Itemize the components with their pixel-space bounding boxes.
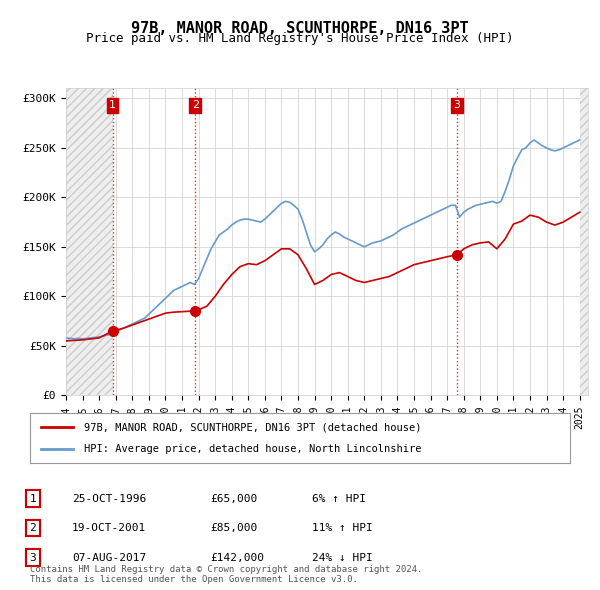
Text: £85,000: £85,000 [210, 523, 257, 533]
Text: 97B, MANOR ROAD, SCUNTHORPE, DN16 3PT (detached house): 97B, MANOR ROAD, SCUNTHORPE, DN16 3PT (d… [84, 422, 421, 432]
Text: 3: 3 [454, 100, 461, 110]
Text: HPI: Average price, detached house, North Lincolnshire: HPI: Average price, detached house, Nort… [84, 444, 421, 454]
Text: £142,000: £142,000 [210, 553, 264, 562]
Text: Price paid vs. HM Land Registry's House Price Index (HPI): Price paid vs. HM Land Registry's House … [86, 32, 514, 45]
Text: 2: 2 [29, 523, 37, 533]
Text: 2: 2 [29, 523, 37, 533]
Text: 2: 2 [191, 100, 199, 110]
Text: 6% ↑ HPI: 6% ↑ HPI [312, 494, 366, 503]
Text: 1: 1 [109, 100, 116, 110]
Text: 3: 3 [29, 553, 37, 562]
Text: 25-OCT-1996: 25-OCT-1996 [72, 494, 146, 503]
Text: 3: 3 [29, 553, 37, 562]
Text: 24% ↓ HPI: 24% ↓ HPI [312, 553, 373, 562]
Text: 97B, MANOR ROAD, SCUNTHORPE, DN16 3PT: 97B, MANOR ROAD, SCUNTHORPE, DN16 3PT [131, 21, 469, 35]
Text: 1: 1 [29, 494, 37, 503]
Text: 1: 1 [29, 494, 37, 503]
Text: 07-AUG-2017: 07-AUG-2017 [72, 553, 146, 562]
Text: 19-OCT-2001: 19-OCT-2001 [72, 523, 146, 533]
Text: 11% ↑ HPI: 11% ↑ HPI [312, 523, 373, 533]
Text: £65,000: £65,000 [210, 494, 257, 503]
Text: Contains HM Land Registry data © Crown copyright and database right 2024.
This d: Contains HM Land Registry data © Crown c… [30, 565, 422, 584]
